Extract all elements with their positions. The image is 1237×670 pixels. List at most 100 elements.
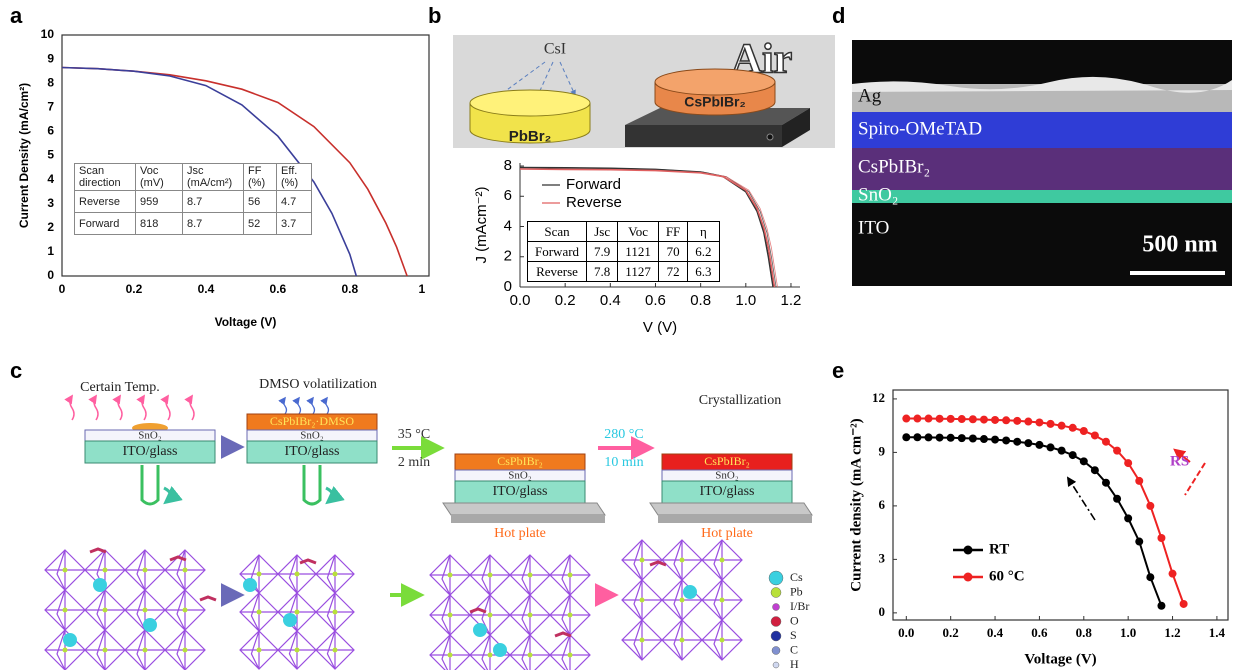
plate-label: Hot plate <box>701 526 753 541</box>
y-axis-label: J (mAcm⁻²) <box>473 186 490 263</box>
disc-top <box>655 69 775 95</box>
heat-arrow <box>190 396 194 420</box>
point <box>1102 438 1110 446</box>
point <box>1124 514 1132 522</box>
point <box>1024 439 1032 447</box>
pb-atom <box>295 648 300 653</box>
table-cell: 6.3 <box>688 262 719 282</box>
table-cell: Scan <box>528 222 587 242</box>
point <box>1035 418 1043 426</box>
sno2-label: SnO₂ <box>138 430 162 442</box>
table-cell: Jsc <box>587 222 618 242</box>
dmso-molecule <box>200 597 216 600</box>
table-cell: Scan direction <box>75 164 136 191</box>
point <box>902 433 910 441</box>
point <box>1135 538 1143 546</box>
table-cell: 1127 <box>618 262 659 282</box>
table-cell: 8.7 <box>183 191 244 213</box>
pb-atom <box>183 648 188 653</box>
layer-label: SnO₂ <box>858 184 898 205</box>
y-tick-label: 0 <box>879 604 886 619</box>
pb-atom <box>488 613 493 618</box>
pb-atom <box>568 573 573 578</box>
panel-label: c <box>10 358 22 383</box>
plot-frame <box>62 35 429 276</box>
pb-atom <box>333 648 338 653</box>
legend-label: H <box>790 657 799 670</box>
layer-label: CsPbIBr₂ <box>858 156 930 177</box>
pb-atom <box>183 568 188 573</box>
pb-atom <box>568 613 573 618</box>
legend-marker <box>964 573 973 582</box>
cs-atom <box>283 613 297 627</box>
cs-atom <box>493 643 507 657</box>
x-tick-label: 0.8 <box>690 292 711 309</box>
vapor-arrow <box>326 398 329 414</box>
point <box>1080 427 1088 435</box>
point <box>902 415 910 423</box>
figure: a b c d e CsI Air PbBr₂ CsPbIBr₂ 00.20.4… <box>0 0 1237 670</box>
table-b: ScanJscVocFFηForward7.91121706.2Reverse7… <box>527 221 720 282</box>
sno2-label: SnO₂ <box>508 470 532 482</box>
y-tick-label: 8 <box>47 75 54 89</box>
x-tick-label: 0.0 <box>898 625 914 640</box>
point <box>936 434 944 442</box>
pb-atom <box>448 653 453 658</box>
sno2-layer <box>852 190 1232 203</box>
y-tick-label: 0 <box>47 268 54 282</box>
x-tick-label: 1.0 <box>735 292 756 309</box>
panel-label: b <box>428 3 441 28</box>
pb-atom <box>720 638 725 643</box>
substrate-label: ITO/glass <box>123 444 178 459</box>
scale-bar <box>1130 271 1225 275</box>
point <box>1080 457 1088 465</box>
point <box>1113 447 1121 455</box>
pb-atom <box>257 648 262 653</box>
y-tick-label: 3 <box>47 196 54 210</box>
pb-atom <box>680 638 685 643</box>
point <box>1047 443 1055 451</box>
pb-atom <box>103 568 108 573</box>
point <box>1146 502 1154 510</box>
table-cell: Voc <box>618 222 659 242</box>
y-tick-label: 6 <box>504 187 512 204</box>
pb-atom <box>528 613 533 618</box>
table-cell: Forward <box>528 242 587 262</box>
hot-plate <box>650 503 812 515</box>
step-temp: 280 °C <box>604 427 643 442</box>
table-row: ScanJscVocFFη <box>528 222 720 242</box>
point <box>980 416 988 424</box>
film-label: CsPbIBr₂ <box>704 454 750 468</box>
heat-arrow <box>70 396 74 420</box>
pb-atom <box>640 638 645 643</box>
scan-arrow <box>1068 478 1095 520</box>
pb-atom <box>528 573 533 578</box>
table-cell: η <box>688 222 719 242</box>
point <box>1113 495 1121 503</box>
x-tick-label: 1.2 <box>1164 625 1180 640</box>
spin-shaft <box>142 465 158 504</box>
point <box>1035 441 1043 449</box>
heat-arrow <box>94 396 98 420</box>
layer-label: Spiro-OMeTAD <box>858 118 982 139</box>
point <box>924 415 932 423</box>
x-axis-label: Voltage (V) <box>1024 651 1096 667</box>
pb-atom <box>257 572 262 577</box>
y-tick-label: 6 <box>879 497 886 512</box>
film-label: CsPbIBr₂ <box>497 454 543 468</box>
vapor-arrow <box>284 398 287 414</box>
point <box>1013 438 1021 446</box>
dmso-molecule <box>170 557 186 560</box>
point <box>1069 424 1077 432</box>
pb-atom <box>295 572 300 577</box>
disc-top <box>470 90 590 116</box>
hot-plate-base <box>658 515 812 523</box>
legend-atom <box>771 631 781 641</box>
sno2-label: SnO₂ <box>715 470 739 482</box>
hot-plate-base <box>451 515 605 523</box>
y-tick-label: 6 <box>47 124 54 138</box>
pb-atom <box>528 653 533 658</box>
pb-atom <box>103 608 108 613</box>
pb-atom <box>448 573 453 578</box>
point <box>1058 422 1066 430</box>
